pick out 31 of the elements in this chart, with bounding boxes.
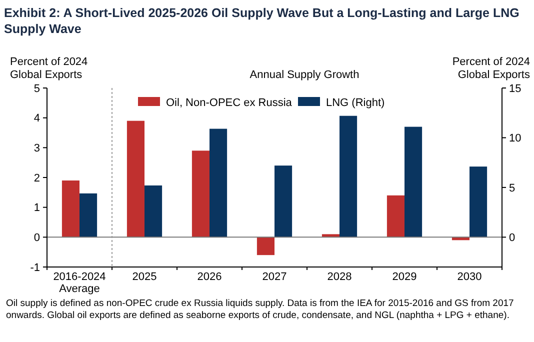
y-axis-title: Percent of 2024 Global Exports xyxy=(10,56,89,82)
x-tick-label: 2030 xyxy=(457,271,482,283)
y2-tick-label: 15 xyxy=(509,82,522,95)
bar xyxy=(256,237,274,256)
y2-tick-label: 10 xyxy=(509,132,522,145)
y-tick-label: 0 xyxy=(34,232,40,244)
bar xyxy=(470,166,488,238)
y-tick-label: 2 xyxy=(34,172,40,184)
chart-subtitle: Annual Supply Growth xyxy=(250,69,360,81)
y2-tick-label: 5 xyxy=(509,182,516,194)
text: Oil supply is defined as non-OPEC crude ex Russia liquids supply. Data is from the IEA for 2015-2016 and GS from 2017 onwards. Global oil exports are defined as seaborne exports of crude, condensate, and NGL (naphtha + LPG + ethane). xyxy=(6,298,515,321)
bar xyxy=(126,120,144,238)
x-tick-label: 2029 xyxy=(392,271,417,283)
x-tick-label: 2016-2024 Average xyxy=(53,271,106,295)
y-tick-label: 3 xyxy=(34,142,40,155)
x-tick-label: 2028 xyxy=(327,271,352,283)
x-tick-label: 2026 xyxy=(197,271,222,283)
y-tick-label: 5 xyxy=(34,82,40,95)
bar xyxy=(404,126,422,238)
x-tick-label: 2027 xyxy=(262,271,287,283)
chart-title: Exhibit 2: A Short-Lived 2025-2026 Oil Supply Wave But a Long-Lasting and Large LNG Supply Wave xyxy=(4,5,520,37)
legend-label: LNG (Right) xyxy=(326,96,385,109)
bar xyxy=(274,166,292,238)
y-tick-label: 4 xyxy=(34,112,40,125)
legend-label: Oil, Non-OPEC ex Russia xyxy=(166,96,293,109)
y-tick-label: -1 xyxy=(30,262,40,274)
bar xyxy=(340,116,358,238)
x-tick-label: 2025 xyxy=(132,271,157,283)
y-tick-label: 1 xyxy=(34,202,40,214)
y2-axis-title: Percent of 2024 Global Exports xyxy=(451,56,530,82)
y2-tick-label: 0 xyxy=(509,232,516,244)
